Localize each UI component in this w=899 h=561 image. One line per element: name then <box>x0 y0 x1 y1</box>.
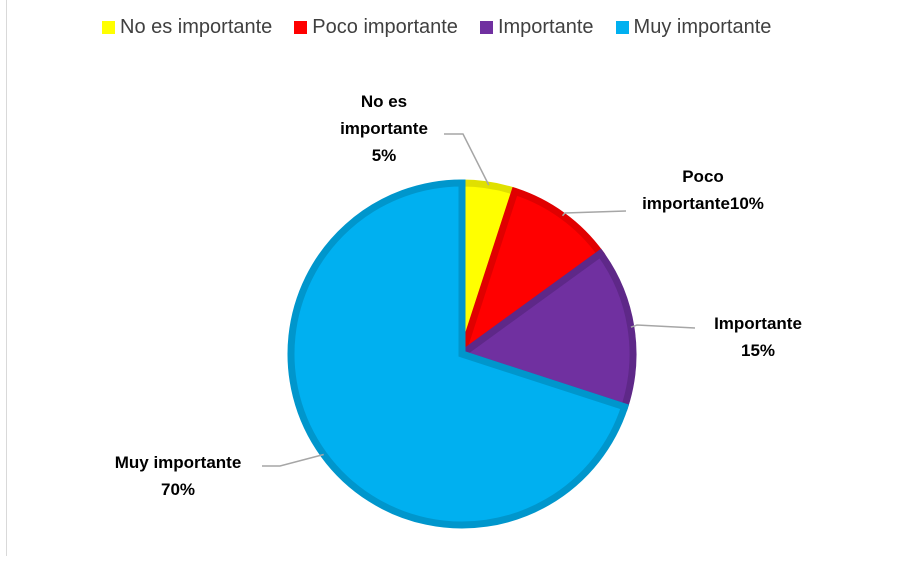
chart-legend: No es importante Poco importante Importa… <box>102 16 771 39</box>
data-label-poco-importante: Poco importante10% <box>642 167 764 213</box>
data-label-line: Muy importante <box>115 453 242 472</box>
pie-slices <box>287 179 637 529</box>
leader-lines <box>262 133 696 467</box>
data-label-line: No es <box>361 92 407 111</box>
data-label-line: Poco <box>682 167 724 186</box>
data-label-no-es-importante: No es importante 5% <box>340 92 428 165</box>
legend-item-no-es-importante: No es importante <box>102 16 272 39</box>
legend-swatch <box>479 21 493 34</box>
data-label-line: importante10% <box>642 194 764 213</box>
leader-line <box>262 453 324 467</box>
leader-line <box>630 324 696 329</box>
data-label-line: 70% <box>161 480 195 499</box>
legend-item-poco-importante: Poco importante <box>294 16 458 39</box>
data-label-importante: Importante 15% <box>714 314 802 360</box>
legend-item-importante: Importante <box>479 16 594 39</box>
legend-label: Muy importante <box>633 16 772 38</box>
legend-swatch <box>615 21 629 34</box>
data-label-line: Importante <box>714 314 802 333</box>
data-label-line: 15% <box>741 341 775 360</box>
chart-frame-line <box>6 0 7 556</box>
legend-label: Importante <box>497 16 594 38</box>
legend-item-muy-importante: Muy importante <box>615 16 772 39</box>
data-label-line: importante <box>340 119 428 138</box>
pie-slice-importante <box>454 248 637 412</box>
data-label-line: 5% <box>372 146 397 165</box>
legend-swatch <box>294 21 308 34</box>
data-label-muy-importante: Muy importante 70% <box>115 453 242 499</box>
legend-label: Poco importante <box>312 16 458 38</box>
leader-line <box>444 133 490 186</box>
legend-swatch <box>102 21 115 34</box>
leader-line <box>561 210 627 217</box>
legend-label: No es importante <box>120 16 273 38</box>
